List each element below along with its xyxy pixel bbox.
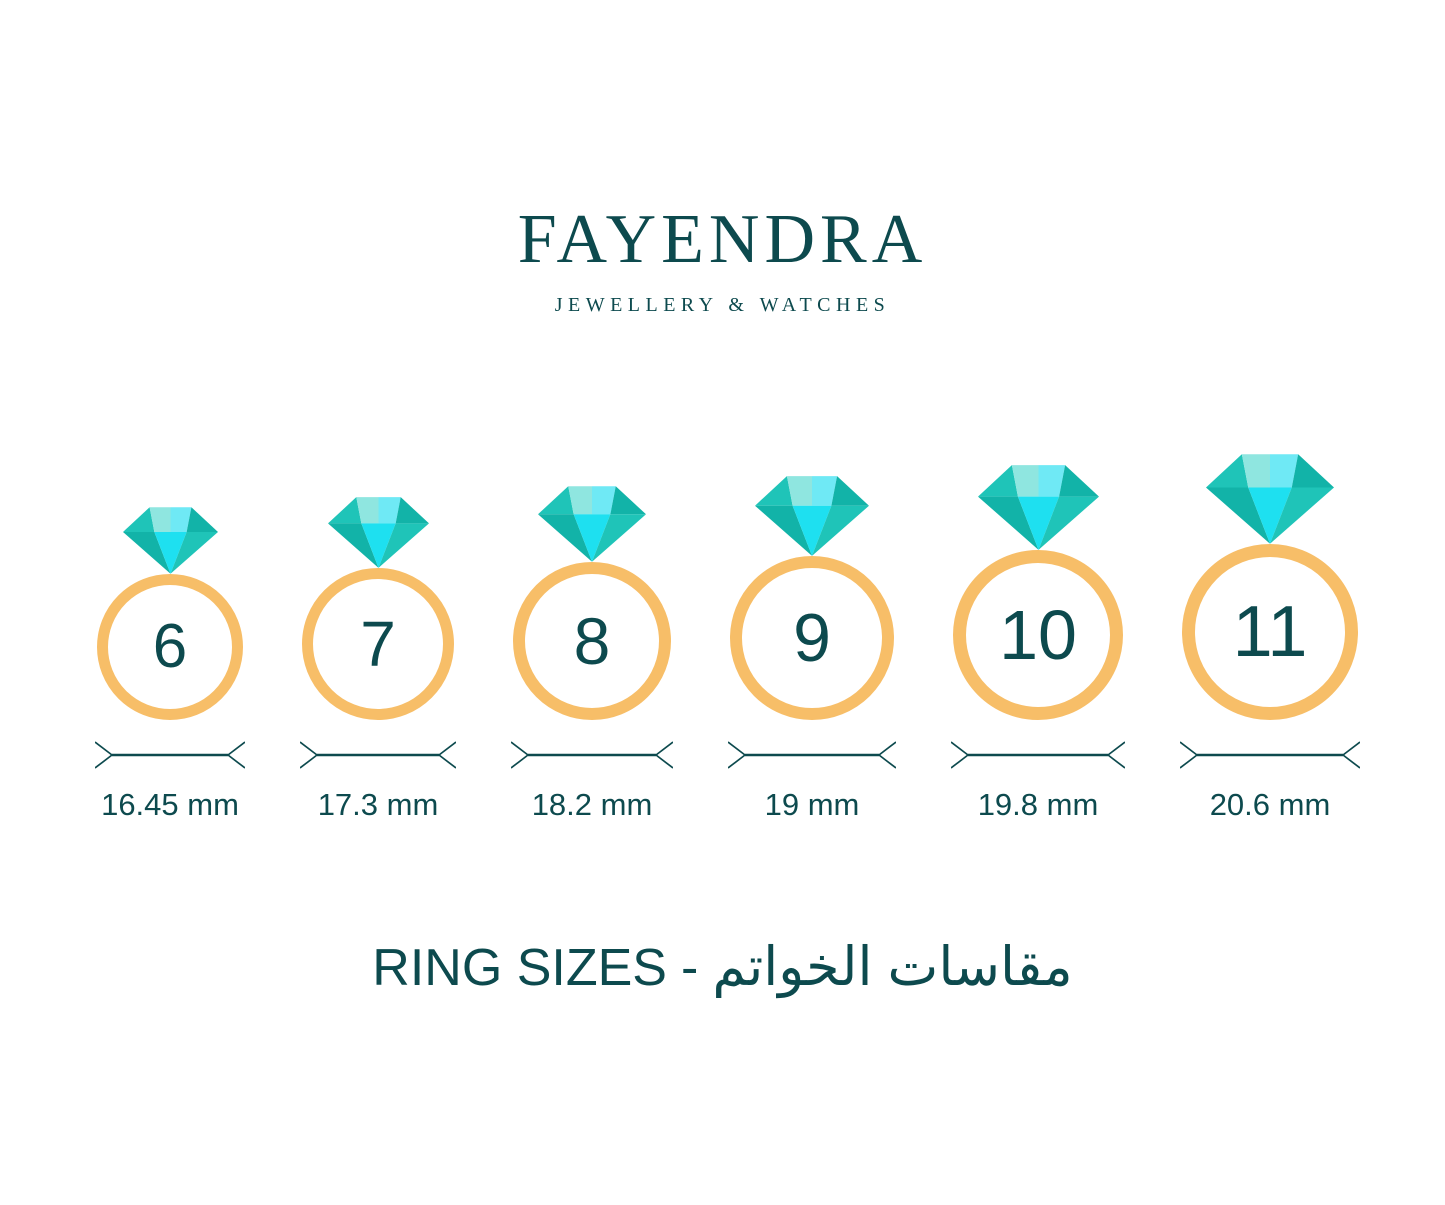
ring-size-number: 10 [999,596,1077,674]
ring-band: 10 [953,550,1123,720]
ring-cell[interactable]: 11 20.6 mm [1179,454,1361,822]
dimension-rule [1179,736,1361,779]
dimension-rule [727,736,897,779]
ring-band-wrap: 7 [302,568,454,720]
ring-diameter-label: 16.45 mm [101,787,239,822]
footer-title-en: RING SIZES [372,939,667,997]
ring-figure: 6 [97,507,243,720]
ring-band-wrap: 8 [513,562,671,720]
diamond-gem-icon [538,486,646,562]
dimension-arrow-icon [1179,741,1361,769]
ring-band-wrap: 11 [1182,544,1358,720]
ring-cell[interactable]: 7 17.3 mm [299,497,457,822]
ring-size-number: 7 [360,608,396,680]
brand-name: FAYENDRA [517,201,928,278]
ring-band: 7 [302,568,454,720]
ring-figure: 7 [302,497,454,720]
dimension-arrow-icon [727,741,897,769]
ring-size-number: 9 [793,600,831,676]
ring-cell[interactable]: 10 19.8 mm [950,465,1126,822]
ring-diameter-label: 19 mm [764,787,860,822]
ring-size-number: 6 [152,612,188,681]
ring-band: 9 [730,556,894,720]
ring-band-wrap: 9 [730,556,894,720]
chart-footer-title: RING SIZES - مقاسات الخواتم [0,935,1445,1000]
ring-band-wrap: 6 [97,574,243,720]
ring-size-number: 11 [1232,592,1308,672]
dimension-rule [950,736,1126,779]
footer-separator: - [680,939,699,997]
ring-diameter-label: 19.8 mm [977,787,1099,822]
dimension-rule [94,736,246,779]
footer-title-ar: مقاسات الخواتم [712,937,1073,997]
ring-band-wrap: 10 [953,550,1123,720]
diamond-gem-icon [755,476,869,556]
ring-diameter-label: 17.3 mm [317,787,439,822]
ring-diameter-label: 18.2 mm [531,787,653,822]
ring-band: 11 [1182,544,1358,720]
diamond-gem-icon [977,465,1099,550]
ring-figure: 10 [953,465,1123,720]
ring-figure: 11 [1182,454,1358,720]
ring-band: 6 [97,574,243,720]
diamond-gem-icon [327,497,429,568]
diamond-gem-icon [122,507,218,574]
brand-tagline: JEWELLERY & WATCHES [554,294,891,316]
ring-figure: 9 [730,476,894,720]
dimension-arrow-icon [950,741,1126,769]
dimension-rule [510,736,674,779]
ring-size-number: 8 [573,604,611,678]
dimension-arrow-icon [299,741,457,769]
ring-cell[interactable]: 6 16.45 mm [94,507,246,822]
dimension-arrow-icon [510,741,674,769]
brand-header: FAYENDRA JEWELLERY & WATCHES [0,201,1445,316]
ring-size-row: 6 16.45 mm 7 17.3 mm 8 18.2 mm 9 19 mm 10 19.8 mm… [94,440,1361,822]
ring-cell[interactable]: 9 19 mm [727,476,897,822]
dimension-arrow-icon [94,741,246,769]
ring-band: 8 [513,562,671,720]
diamond-gem-icon [1206,454,1334,544]
ring-diameter-label: 20.6 mm [1209,787,1331,822]
dimension-rule [299,736,457,779]
ring-figure: 8 [513,486,671,720]
ring-cell[interactable]: 8 18.2 mm [510,486,674,822]
